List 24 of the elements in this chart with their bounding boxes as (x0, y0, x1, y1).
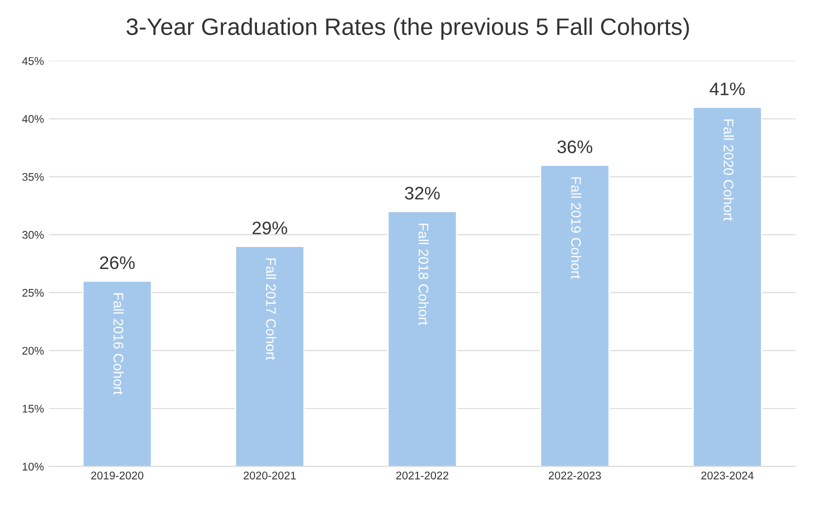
x-tick-label: 2021-2022 (396, 472, 448, 480)
data-label: 36% (557, 140, 592, 154)
y-tick-label: 20% (22, 346, 44, 355)
annotation: Fall 2017 Cohort (266, 258, 276, 360)
x-tick-label: 2022-2023 (548, 472, 601, 480)
data-label: 41% (710, 82, 745, 96)
annotation: Fall 2016 Cohort (113, 293, 124, 395)
y-tick-label: 15% (22, 404, 44, 413)
y-tick-label: 10% (22, 462, 44, 471)
chart-title: 3-Year Graduation Rates (the previous 5 Fall Cohorts) (126, 18, 689, 40)
data-label: 26% (100, 256, 135, 270)
y-tick-label: 35% (22, 172, 44, 181)
x-tick-label: 2019-2020 (91, 472, 144, 480)
x-tick-label: 2020-2021 (244, 472, 296, 480)
y-tick-label: 30% (22, 230, 44, 239)
annotation: Fall 2018 Cohort (418, 224, 429, 326)
y-tick-label: 25% (22, 288, 44, 297)
annotation: Fall 2020 Cohort (724, 119, 734, 221)
x-tick-label: 2023-2024 (701, 472, 754, 480)
annotation: Fall 2019 Cohort (571, 177, 582, 279)
y-tick-label: 45% (22, 57, 44, 65)
data-label: 32% (404, 186, 440, 200)
data-label: 29% (252, 222, 288, 234)
y-tick-label: 40% (22, 115, 44, 123)
